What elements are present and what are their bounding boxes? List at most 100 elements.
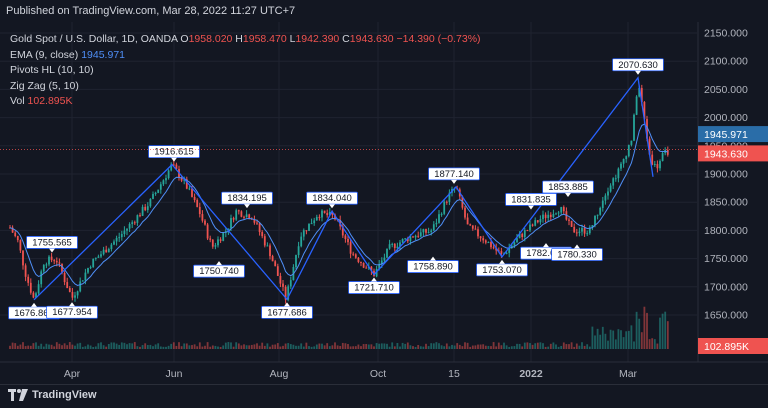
candle-body: [222, 232, 225, 241]
candle-body: [388, 244, 391, 249]
symbol-name[interactable]: Gold Spot / U.S. Dollar, 1D, OANDA: [10, 33, 178, 45]
candle-body: [352, 253, 355, 255]
candle-body: [549, 214, 552, 217]
candle-body: [482, 238, 485, 241]
volume-bar: [349, 346, 352, 349]
pivot-label-text: 1758.890: [413, 262, 453, 273]
volume-bar: [224, 342, 227, 349]
pivot-label-box[interactable]: [476, 263, 528, 277]
volume-bar: [315, 344, 318, 349]
candle-body: [378, 263, 381, 269]
legend-pivots-row[interactable]: Pivots HL (10, 10): [10, 63, 481, 79]
close-label: C: [342, 33, 350, 45]
candle-body: [370, 266, 373, 271]
legend-symbol-row[interactable]: Gold Spot / U.S. Dollar, 1D, OANDA O1958…: [10, 32, 481, 48]
volume-bar: [354, 346, 357, 349]
last-price-badge-bg: [698, 145, 768, 162]
volume-bar: [607, 340, 609, 349]
volume-bar: [94, 346, 97, 349]
pivot-label-text: 1780.330: [557, 249, 597, 260]
candle-body: [144, 206, 147, 211]
vol-label[interactable]: Vol: [10, 95, 25, 107]
volume-bar: [276, 343, 279, 349]
candle-body: [206, 224, 209, 239]
ema-price-badge-text: 1945.971: [704, 129, 748, 141]
candle-body: [406, 238, 409, 242]
candle-body: [308, 223, 310, 231]
candle-body: [521, 233, 524, 238]
candle-body: [536, 220, 539, 223]
zigzag-label[interactable]: Zig Zag (5, 10): [10, 79, 79, 92]
candle-body: [282, 283, 284, 287]
candle-body: [58, 262, 61, 264]
volume-bar: [482, 344, 485, 349]
volume-bar: [63, 343, 66, 349]
volume-bar: [393, 346, 396, 349]
candle-body: [666, 150, 669, 155]
candle-body: [331, 211, 334, 215]
candle-body: [27, 276, 30, 283]
volume-bar: [118, 344, 121, 349]
volume-bar: [19, 344, 22, 349]
y-tick-label: 2000.000: [704, 112, 748, 124]
candle-body: [258, 223, 261, 233]
volume-bar: [263, 345, 266, 349]
volume-bar: [352, 346, 355, 349]
volume-bar: [404, 343, 407, 349]
volume-bar: [128, 343, 131, 349]
candle-body: [240, 211, 243, 217]
candle-body: [113, 241, 115, 245]
candle-body: [310, 223, 313, 225]
volume-bar: [466, 342, 469, 349]
volume-bar: [599, 334, 602, 349]
candle-body: [102, 249, 105, 255]
volume-bar: [414, 346, 417, 349]
candle-body: [162, 180, 165, 185]
candle-body: [159, 184, 162, 190]
volume-bar: [126, 344, 128, 349]
candle-body: [118, 237, 121, 239]
volume-bar: [113, 342, 115, 349]
volume-bar: [555, 344, 557, 349]
candle-body: [500, 251, 503, 254]
ema-value: 1945.971: [81, 48, 125, 61]
volume-bar: [175, 345, 178, 349]
tradingview-brand[interactable]: TradingView: [8, 389, 97, 401]
candle-body: [81, 280, 84, 282]
candle-body: [66, 282, 69, 289]
volume-bar: [508, 346, 511, 349]
zigzag-line: [33, 76, 654, 301]
legend-vol-row[interactable]: Vol 102.895K: [10, 94, 481, 110]
candle-body: [516, 238, 518, 243]
volume-bar: [578, 345, 581, 349]
pivot-label-box[interactable]: [407, 260, 459, 273]
volume-bar: [620, 330, 622, 349]
volume-bar: [204, 345, 206, 349]
close-value: 1943.630: [349, 33, 394, 45]
volume-bar: [32, 343, 35, 349]
candle-body: [365, 267, 368, 269]
candle-body: [568, 219, 570, 221]
candle-body: [76, 291, 79, 296]
candle-body: [526, 230, 529, 232]
volume-bar: [87, 344, 89, 349]
candle-body: [152, 194, 154, 199]
volume-bar: [328, 346, 331, 349]
ema-label[interactable]: EMA (9, close): [10, 48, 79, 61]
y-tick-label: 1900.000: [704, 169, 748, 181]
price-chart[interactable]: 2150.0002100.0002050.0002000.0001950.000…: [0, 22, 768, 384]
candle-body: [315, 216, 318, 221]
volume-bar: [430, 343, 433, 349]
candle-body: [620, 163, 622, 169]
candle-body: [471, 225, 474, 229]
volume-bar: [630, 325, 633, 349]
volume-bar: [362, 344, 365, 349]
volume-bar: [115, 343, 118, 349]
legend-zigzag-row[interactable]: Zig Zag (5, 10): [10, 79, 481, 95]
volume-bar: [479, 344, 482, 349]
volume-bar: [266, 343, 269, 349]
legend-ema-row[interactable]: EMA (9, close) 1945.971: [10, 48, 481, 64]
pivots-label[interactable]: Pivots HL (10, 10): [10, 64, 94, 76]
volume-bar: [162, 346, 165, 349]
volume-bar: [289, 344, 292, 349]
